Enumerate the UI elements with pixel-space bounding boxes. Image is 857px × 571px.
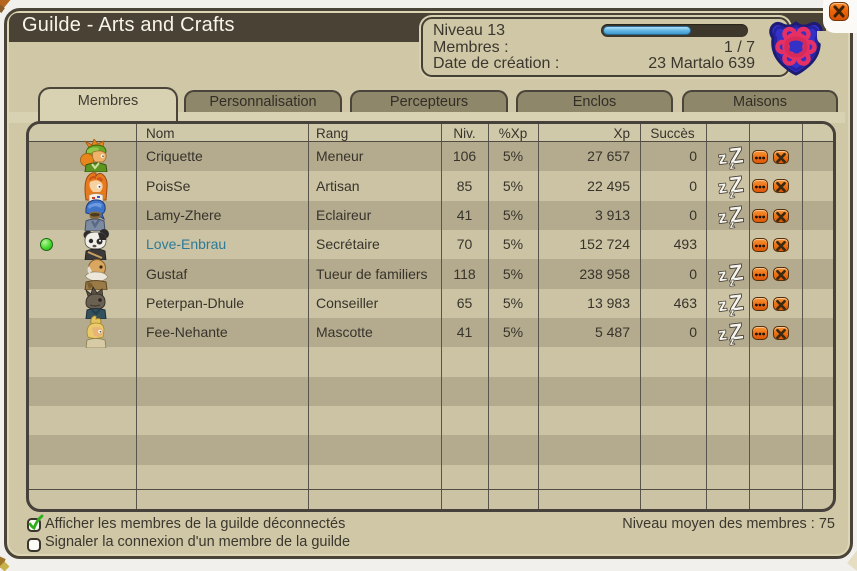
svg-text:z: z [717,177,728,197]
svg-text:Z: Z [728,259,744,285]
svg-text:z: z [717,207,728,227]
svg-text:z: z [729,307,735,319]
svg-text:z: z [717,324,728,344]
svg-text:z: z [729,189,735,201]
svg-text:Z: Z [728,142,744,168]
svg-text:Z: Z [728,201,744,227]
svg-text:z: z [729,160,735,172]
svg-text:z: z [717,295,728,315]
svg-text:Z: Z [728,318,744,344]
svg-text:z: z [729,277,735,289]
svg-text:Z: Z [728,171,744,197]
svg-text:z: z [717,265,728,285]
svg-text:z: z [717,148,728,168]
svg-text:z: z [729,336,735,348]
svg-text:Z: Z [728,289,744,315]
svg-text:z: z [729,219,735,231]
